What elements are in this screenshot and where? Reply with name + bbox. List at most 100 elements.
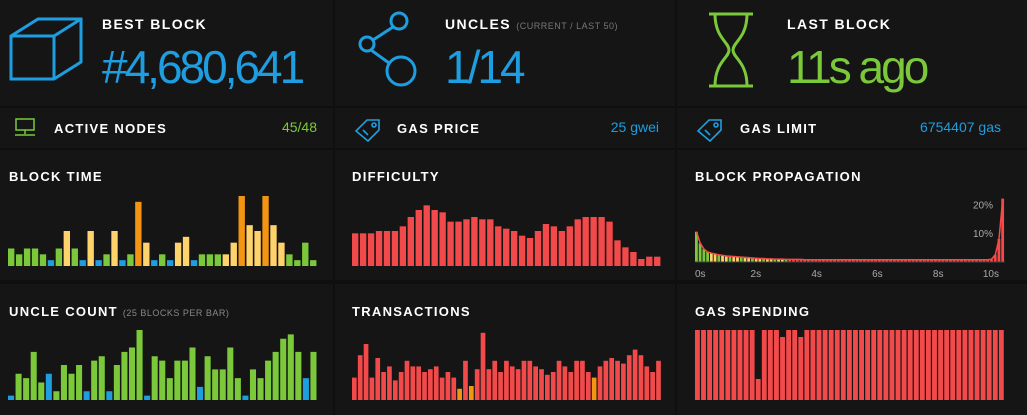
block-time-bar bbox=[103, 254, 110, 266]
last-block-value: 11s ago bbox=[787, 41, 929, 93]
transactions-bar bbox=[609, 358, 615, 400]
transactions-bar bbox=[387, 366, 392, 400]
uncle-count-bar bbox=[45, 373, 52, 400]
uncles-label: UNCLES (CURRENT / LAST 50) bbox=[445, 16, 618, 32]
block-propagation-bar bbox=[926, 259, 930, 262]
block-propagation-bar bbox=[889, 259, 893, 262]
transactions-bar bbox=[644, 366, 650, 400]
block-propagation-bar bbox=[762, 258, 766, 262]
block-propagation-bar bbox=[803, 259, 807, 262]
block-propagation-bar bbox=[900, 259, 904, 262]
gas-spending-bar bbox=[950, 330, 956, 400]
block-propagation-bar bbox=[963, 259, 967, 262]
block-time-bar bbox=[151, 260, 158, 266]
gas-spending-bar bbox=[755, 379, 761, 400]
uncle-count-sub: (25 BLOCKS PER BAR) bbox=[122, 308, 230, 318]
block-propagation-bar bbox=[833, 259, 836, 262]
difficulty-bar bbox=[558, 231, 566, 266]
difficulty-bar bbox=[646, 256, 653, 266]
block-propagation-bar bbox=[698, 243, 702, 262]
block-propagation-bar bbox=[814, 259, 818, 262]
gas-spending-bar bbox=[944, 330, 950, 400]
uncle-count-bar bbox=[38, 382, 45, 400]
block-time-bar bbox=[39, 254, 47, 266]
block-propagation-bar bbox=[934, 259, 937, 262]
uncle-count-bar bbox=[181, 360, 188, 401]
block-time-bar bbox=[310, 260, 317, 266]
uncle-count-bar bbox=[60, 365, 67, 400]
uncle-count-label: UNCLE COUNT (25 BLOCKS PER BAR) bbox=[9, 304, 229, 319]
transactions-bar bbox=[492, 360, 498, 400]
uncle-count-bar bbox=[23, 378, 30, 401]
transactions-bar bbox=[515, 369, 521, 400]
block-propagation-bar bbox=[747, 257, 751, 262]
uncle-count-bar bbox=[121, 351, 128, 401]
difficulty-bar bbox=[598, 217, 605, 266]
block-time-bar bbox=[182, 236, 190, 266]
block-propagation-bar bbox=[739, 257, 743, 262]
difficulty-bar bbox=[359, 233, 367, 266]
transactions-bar bbox=[632, 349, 638, 400]
block-time-bar bbox=[302, 242, 309, 266]
gas-spending-bar bbox=[846, 330, 852, 400]
block-time-bar bbox=[230, 242, 237, 266]
uncle-count-bar bbox=[310, 351, 317, 401]
uncles-graph-icon bbox=[358, 11, 417, 87]
difficulty-bar bbox=[510, 231, 518, 266]
transactions-bar bbox=[445, 372, 451, 400]
block-propagation-bar bbox=[848, 259, 851, 262]
tag-icon bbox=[354, 119, 380, 143]
block-propagation-bar bbox=[736, 256, 739, 262]
block-propagation-bar bbox=[810, 259, 814, 262]
gas-limit-value: 6754407 gas bbox=[920, 119, 1001, 135]
block-propagation-bar bbox=[986, 259, 990, 262]
block-propagation-bar bbox=[721, 255, 724, 262]
uncle-count-bar bbox=[68, 373, 75, 400]
difficulty-bar bbox=[622, 247, 629, 266]
active-nodes-label: ACTIVE NODES bbox=[54, 121, 168, 136]
transactions-bar bbox=[580, 360, 585, 400]
gas-spending-bar bbox=[774, 330, 779, 400]
uncle-count-bar bbox=[76, 365, 83, 400]
block-propagation-bar bbox=[978, 259, 982, 262]
transactions-chart bbox=[352, 332, 661, 400]
difficulty-panel: DIFFICULTY bbox=[335, 150, 675, 280]
gas-spending-bar bbox=[913, 330, 919, 400]
block-propagation-bar bbox=[829, 259, 833, 262]
block-time-bar bbox=[190, 260, 198, 266]
transactions-bar bbox=[381, 372, 386, 400]
uncle-count-bar bbox=[174, 360, 181, 401]
block-time-bar bbox=[87, 231, 94, 266]
block-propagation-bar bbox=[717, 254, 721, 262]
uncle-count-bar bbox=[212, 369, 219, 401]
block-propagation-bar bbox=[807, 259, 810, 262]
difficulty-bar bbox=[566, 226, 573, 266]
gas-spending-bar bbox=[925, 330, 931, 400]
uncle-count-bar bbox=[257, 378, 264, 401]
transactions-bar bbox=[357, 355, 363, 400]
last-block-panel: LAST BLOCK 11s ago bbox=[677, 0, 1027, 106]
block-propagation-bar bbox=[907, 259, 911, 262]
y-tick-label: 10% bbox=[973, 229, 993, 240]
block-propagation-bar bbox=[784, 259, 788, 262]
block-time-panel: BLOCK TIME bbox=[0, 150, 333, 280]
block-propagation-bar bbox=[792, 259, 795, 262]
tag-icon bbox=[696, 119, 722, 143]
hourglass-icon bbox=[709, 12, 753, 88]
gas-spending-bar bbox=[828, 330, 834, 400]
transactions-bar bbox=[562, 366, 568, 400]
transactions-bar bbox=[392, 380, 398, 400]
block-propagation-bar bbox=[702, 249, 706, 262]
transactions-bar bbox=[574, 360, 579, 400]
transactions-bar bbox=[451, 377, 457, 400]
difficulty-bar bbox=[630, 252, 637, 266]
difficulty-bar bbox=[638, 259, 645, 266]
block-propagation-bar bbox=[836, 259, 840, 262]
uncles-panel: UNCLES (CURRENT / LAST 50) 1/14 bbox=[335, 0, 675, 106]
gas-price-panel: GAS PRICE 25 gwei bbox=[335, 108, 675, 148]
gas-spending-bar bbox=[786, 330, 792, 400]
uncle-count-bar bbox=[106, 391, 113, 400]
difficulty-bar bbox=[550, 226, 558, 266]
block-propagation-bar bbox=[732, 256, 736, 262]
difficulty-bar bbox=[447, 221, 454, 266]
